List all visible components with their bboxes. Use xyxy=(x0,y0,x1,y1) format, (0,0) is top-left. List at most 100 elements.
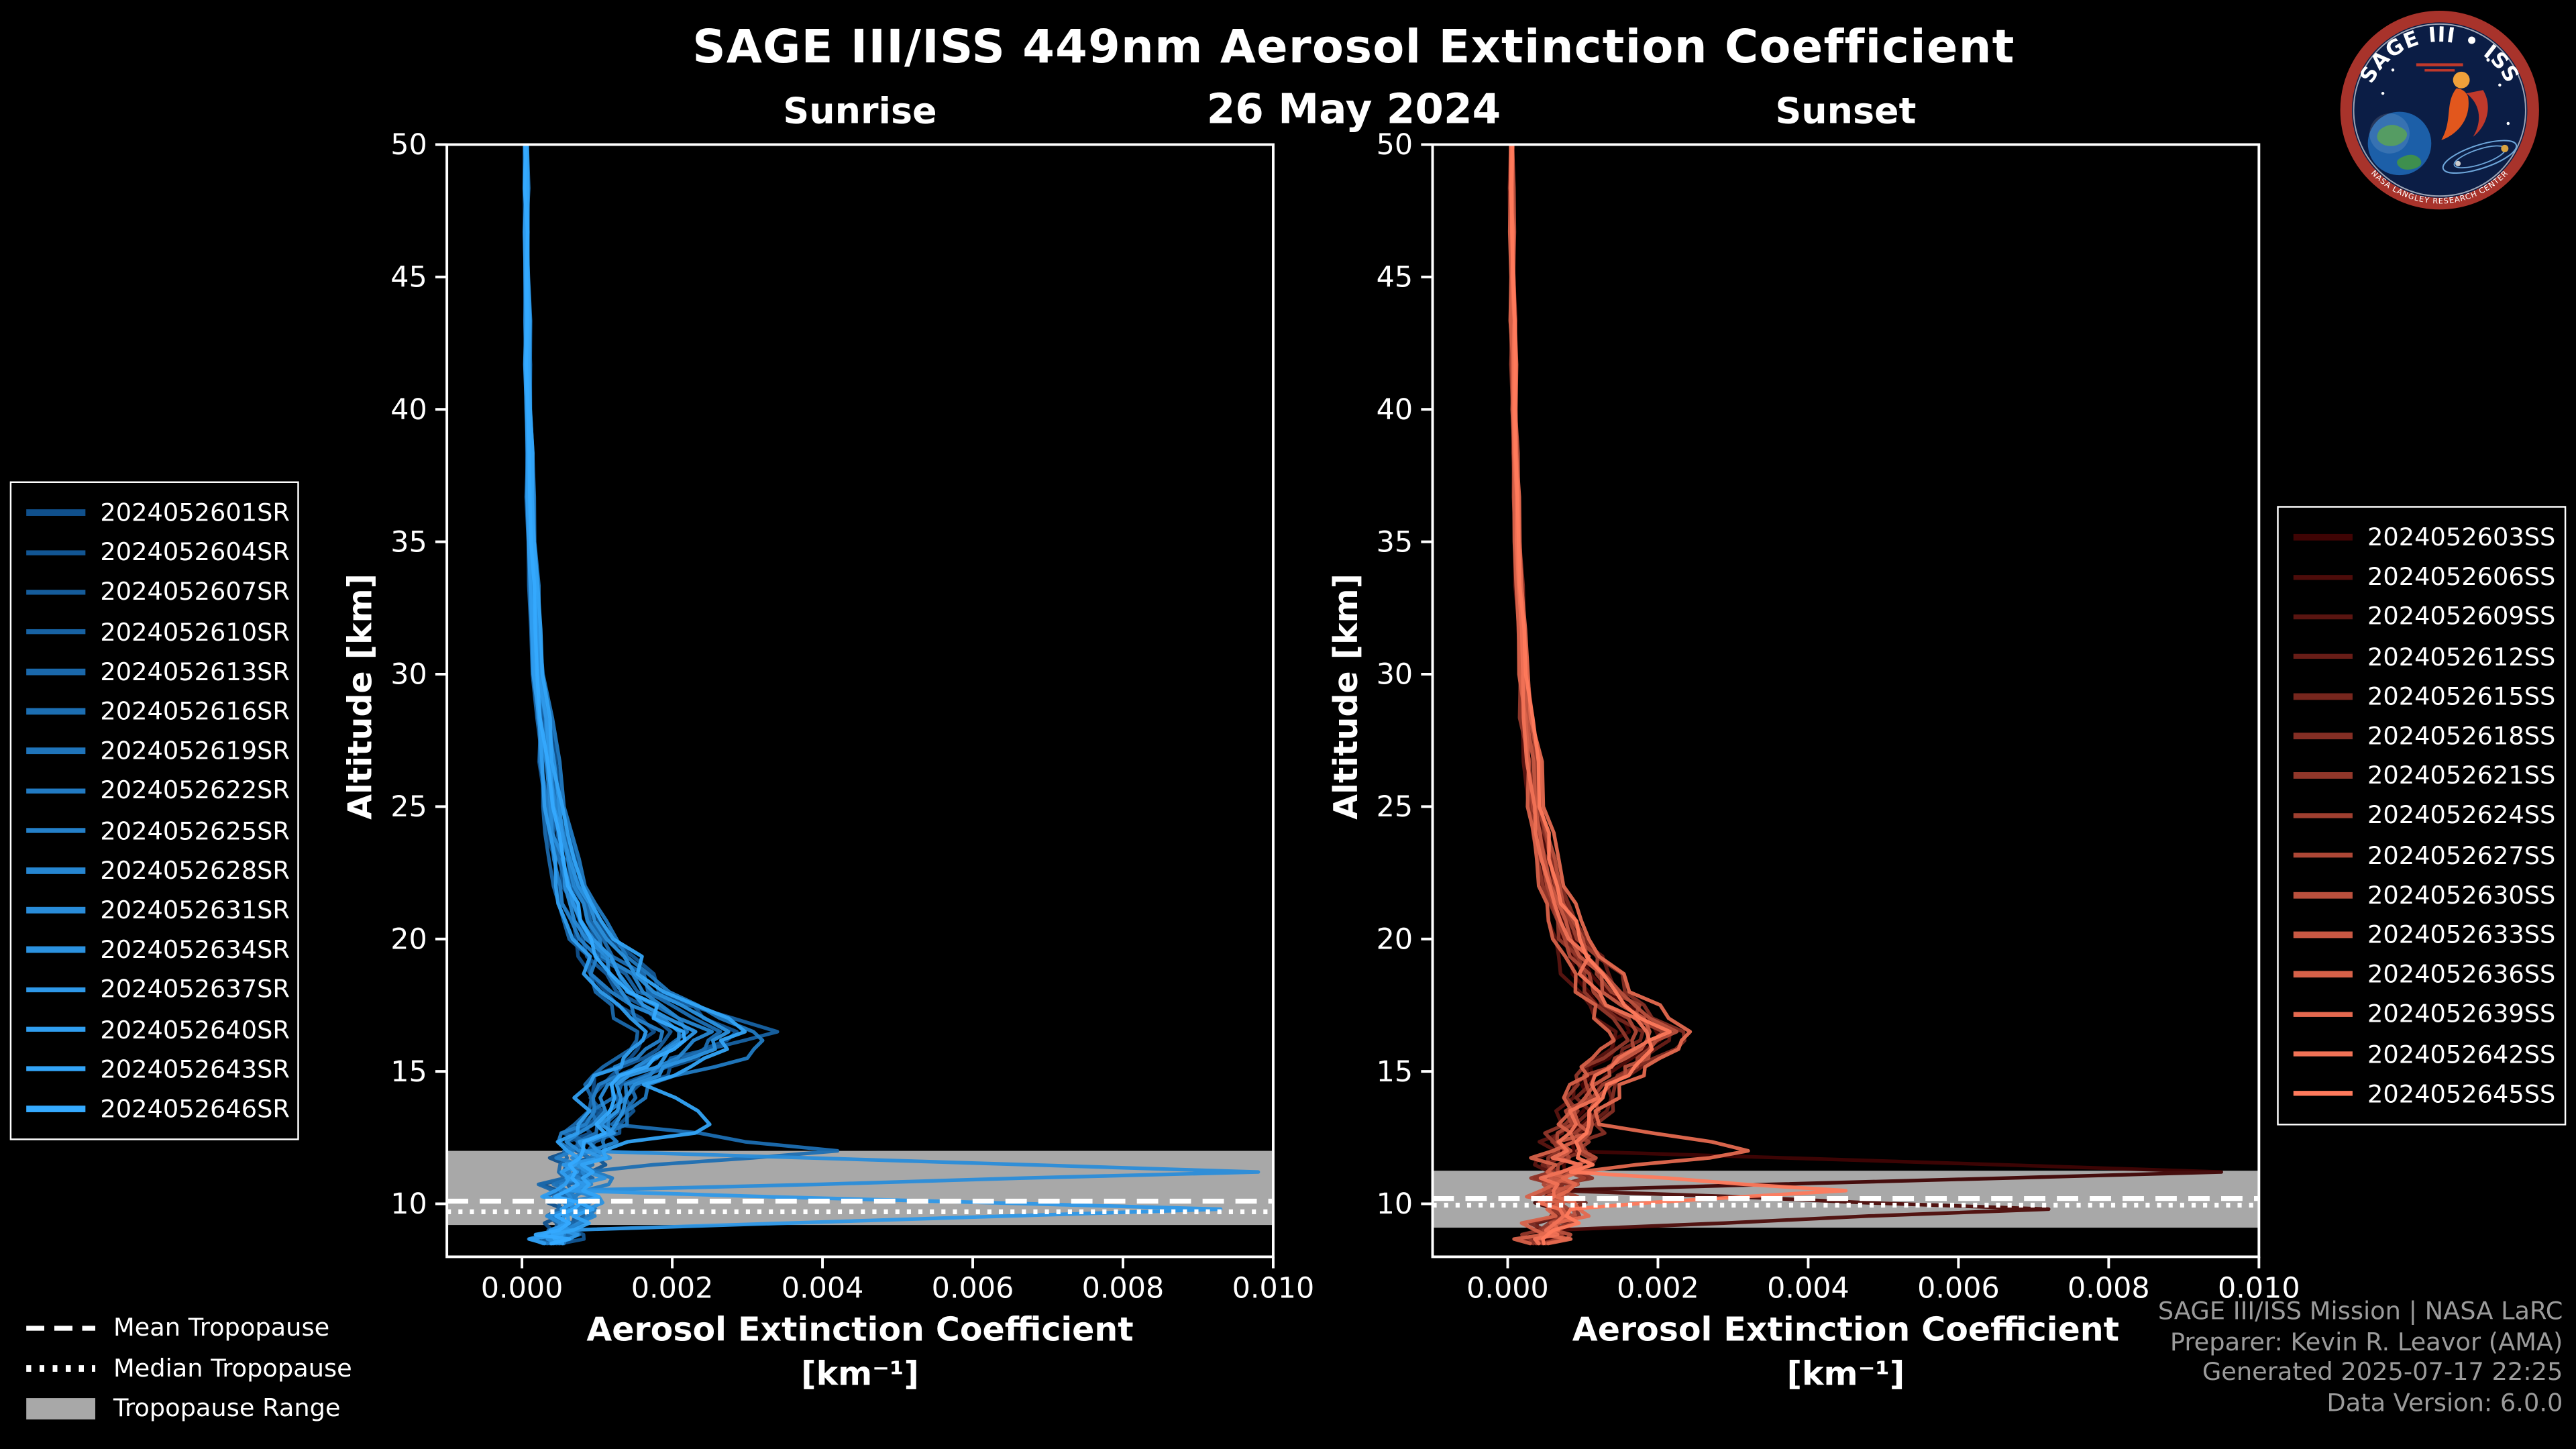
x-tick-label: 0.002 xyxy=(1617,1272,1699,1305)
mission-logo: SAGE III • ISS NASA LANGLEY RESEARCH CEN… xyxy=(2339,10,2540,211)
legend-label: 2024052607SR xyxy=(100,577,290,607)
legend-line-swatch xyxy=(2293,653,2353,660)
legend-line-swatch xyxy=(26,827,86,834)
legend-item: 2024052610SR xyxy=(26,612,290,651)
legend-item: 2024052634SR xyxy=(26,930,290,969)
sunrise-panel-title: Sunrise xyxy=(783,92,937,133)
logo-inner-ring xyxy=(2353,23,2526,197)
legend-item: 2024052609SS xyxy=(2293,597,2555,637)
page-title: SAGE III/ISS 449nm Aerosol Extinction Co… xyxy=(692,19,2015,74)
legend-label: 2024052624SS xyxy=(2367,800,2556,830)
legend-label: 2024052615SS xyxy=(2367,681,2556,712)
legend-label: 2024052610SR xyxy=(100,616,290,647)
legend-item: 2024052645SS xyxy=(2293,1074,2555,1114)
sunrise-plot: 0.000 0.002 0.004 0.006 0.008 0.010 10 15 20 25 30… xyxy=(390,128,1314,1305)
legend-line-swatch xyxy=(26,668,86,675)
legend-line-swatch xyxy=(26,1106,86,1112)
legend-line-swatch xyxy=(26,589,86,596)
legend-item: 2024052628SR xyxy=(26,851,290,890)
y-tick-label: 45 xyxy=(1377,261,1413,294)
legend-item: 2024052612SS xyxy=(2293,637,2555,676)
logo-figure-drape xyxy=(2466,90,2488,137)
sunset-panel-title: Sunset xyxy=(1775,92,1917,133)
legend-line-swatch xyxy=(2293,534,2353,541)
legend-label: 2024052634SR xyxy=(100,934,290,965)
y-tick-label: 30 xyxy=(1377,658,1413,692)
legend-line-swatch xyxy=(26,708,86,714)
legend-item: 2024052637SR xyxy=(26,970,290,1010)
tropopause-legend-item: Mean Tropopause xyxy=(26,1307,352,1348)
logo-star xyxy=(2486,58,2490,62)
legend-item: 2024052627SS xyxy=(2293,835,2555,875)
dashed-line-swatch xyxy=(26,1325,96,1331)
legend-item: 2024052642SS xyxy=(2293,1034,2555,1073)
legend-label: 2024052630SS xyxy=(2367,880,2556,910)
profile-line xyxy=(523,144,687,1246)
legend-item: 2024052616SR xyxy=(26,692,290,731)
legend-label: 2024052640SR xyxy=(100,1014,290,1044)
legend-item: 2024052633SS xyxy=(2293,915,2555,955)
x-tick-label: 0.006 xyxy=(932,1272,1014,1305)
y-tick-label: 15 xyxy=(1377,1055,1413,1089)
legend-label: 2024052621SS xyxy=(2367,761,2556,791)
legend-item: 2024052624SS xyxy=(2293,796,2555,835)
y-tick-label: 45 xyxy=(390,261,427,294)
legend-label: 2024052633SS xyxy=(2367,920,2556,950)
logo-earth-land xyxy=(2397,154,2422,170)
logo-star xyxy=(2391,68,2395,72)
y-tick-label: 30 xyxy=(390,658,427,692)
legend-label: 2024052642SS xyxy=(2367,1039,2556,1069)
legend-line-swatch xyxy=(2293,812,2353,818)
legend-line-swatch xyxy=(26,986,86,993)
x-tick-label: 0.008 xyxy=(2068,1272,2150,1305)
legend-label: 2024052613SR xyxy=(100,657,290,687)
legend-line-swatch xyxy=(26,629,86,635)
legend-label: 2024052637SR xyxy=(100,975,290,1005)
tropopause-legend-label: Median Tropopause xyxy=(113,1353,352,1383)
legend-line-swatch xyxy=(2293,693,2353,700)
legend-line-swatch xyxy=(26,549,86,555)
legend-label: 2024052601SR xyxy=(100,498,290,528)
legend-line-swatch xyxy=(2293,971,2353,977)
legend-line-swatch xyxy=(2293,852,2353,859)
x-axis-label-units: [km⁻¹] xyxy=(1786,1353,1905,1393)
legend-item: 2024052622SR xyxy=(26,771,290,810)
y-tick-label: 50 xyxy=(390,128,427,162)
logo-figure-head xyxy=(2453,71,2470,89)
legend-line-swatch xyxy=(2293,733,2353,739)
logo-earth-highlight xyxy=(2369,113,2410,154)
x-tick-label: 0.010 xyxy=(2218,1272,2300,1305)
x-axis-label-line1: Aerosol Extinction Coefficient xyxy=(586,1309,1134,1349)
tropopause-legend-item: Tropopause Range xyxy=(26,1389,352,1429)
legend-line-swatch xyxy=(26,788,86,794)
logo-figure-robe xyxy=(2441,88,2469,140)
legend-item: 2024052607SR xyxy=(26,572,290,612)
legend-line-swatch xyxy=(2293,892,2353,898)
legend-label: 2024052628SR xyxy=(100,855,290,885)
legend-item: 2024052639SS xyxy=(2293,994,2555,1034)
dotted-line-swatch xyxy=(26,1365,96,1372)
logo-subtitle-bar xyxy=(2416,63,2463,66)
y-axis-label-sunset: Altitude [km] xyxy=(1326,573,1366,820)
legend-item: 2024052643SR xyxy=(26,1049,290,1089)
credit-line: Preparer: Kevin R. Leavor (AMA) xyxy=(2169,1326,2563,1356)
x-tick-label: 0.002 xyxy=(631,1272,714,1305)
legend-label: 2024052612SS xyxy=(2367,641,2556,672)
y-tick-label: 25 xyxy=(390,790,427,824)
x-tick-label: 0.008 xyxy=(1082,1272,1165,1305)
legend-item: 2024052613SR xyxy=(26,652,290,692)
x-tick-label: 0.004 xyxy=(1767,1272,1849,1305)
legend-item: 2024052630SS xyxy=(2293,875,2555,915)
legend-item: 2024052631SR xyxy=(26,890,290,930)
legend-line-swatch xyxy=(26,907,86,913)
x-tick-label: 0.000 xyxy=(481,1272,564,1305)
y-tick-label: 50 xyxy=(1377,128,1413,162)
legend-label: 2024052643SR xyxy=(100,1054,290,1084)
legend-line-swatch xyxy=(26,1066,86,1072)
legend-line-swatch xyxy=(26,867,86,873)
credits-block: SAGE III/ISS Mission | NASA LaRC Preparer… xyxy=(2158,1296,2563,1417)
y-tick-label: 10 xyxy=(390,1187,427,1221)
x-tick-label: 0.010 xyxy=(1232,1272,1315,1305)
